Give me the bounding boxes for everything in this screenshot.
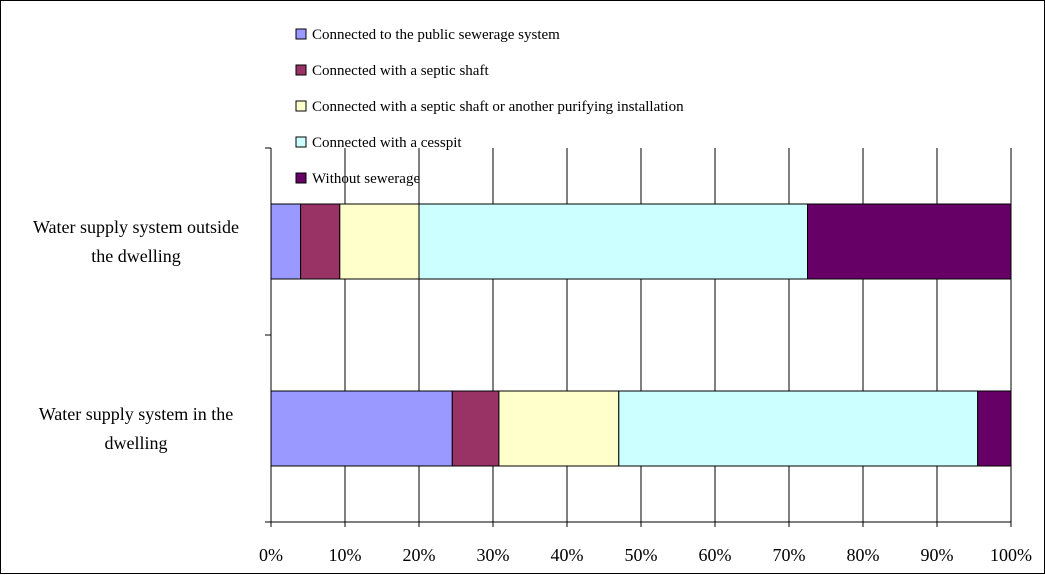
bar-segment (451, 390, 500, 467)
bar-segment (339, 203, 420, 280)
bar-segment (418, 203, 808, 280)
bar-segment (270, 390, 453, 467)
x-tick-label: 10% (329, 545, 362, 565)
x-tick-label: 30% (477, 545, 510, 565)
x-tick-label: 20% (403, 545, 436, 565)
legend-label: Connected with a septic shaft (312, 63, 489, 79)
category-label: Water supply system in the (39, 404, 234, 424)
bar-segment (300, 203, 341, 280)
legend-swatch (295, 28, 307, 40)
x-tick-label: 70% (773, 545, 806, 565)
bar-segment (498, 390, 620, 467)
legend-label: Without sewerage (312, 171, 420, 187)
legend-label: Connected to the public sewerage system (312, 27, 560, 43)
bar-segment (807, 203, 1012, 280)
legend-label: Connected with a septic shaft or another… (312, 99, 684, 115)
category-label: Water supply system outside (33, 217, 239, 237)
category-label: the dwelling (91, 246, 180, 266)
bar-segment (977, 390, 1012, 467)
legend-swatch (295, 64, 307, 76)
x-tick-label: 90% (921, 545, 954, 565)
category-label: dwelling (105, 433, 168, 453)
legend-label: Connected with a cesspit (312, 135, 462, 151)
x-tick-label: 100% (990, 545, 1032, 565)
x-tick-label: 60% (699, 545, 732, 565)
x-tick-label: 40% (551, 545, 584, 565)
legend-swatch (295, 172, 307, 184)
bar-segment (618, 390, 979, 467)
legend-swatch (295, 136, 307, 148)
x-tick-label: 0% (259, 545, 283, 565)
x-tick-label: 80% (847, 545, 880, 565)
x-tick-label: 50% (625, 545, 658, 565)
bar-segment (270, 203, 302, 280)
legend-swatch (295, 100, 307, 112)
